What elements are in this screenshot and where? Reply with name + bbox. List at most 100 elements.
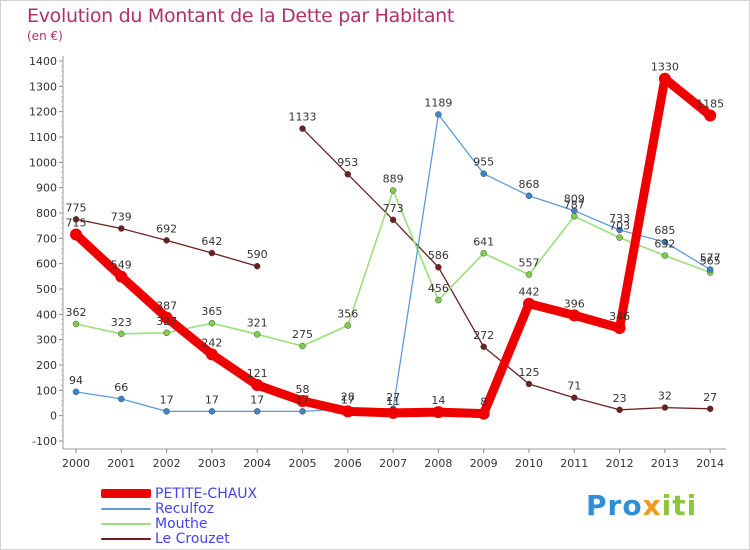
data-point-le-crouzet — [661, 404, 669, 411]
x-tick-label: 2009 — [470, 457, 498, 470]
data-point-le-crouzet — [253, 262, 261, 270]
value-label-mouthe: 323 — [111, 316, 132, 329]
value-label-le-crouzet: 32 — [658, 390, 672, 403]
data-point-le-crouzet — [72, 216, 80, 223]
series-reculfoz — [72, 111, 714, 415]
value-label-petite-chaux: 346 — [609, 310, 630, 323]
y-tick-label: 200 — [36, 359, 57, 372]
chart-title: Evolution du Montant de la Dette par Hab… — [27, 5, 455, 27]
data-point-le-crouzet — [163, 237, 170, 244]
data-point-reculfoz — [525, 192, 533, 200]
y-tick-label: 0 — [50, 410, 57, 423]
data-point-petite-chaux — [704, 109, 717, 122]
data-point-petite-chaux — [296, 394, 309, 407]
value-label-le-crouzet: 739 — [111, 210, 132, 223]
data-point-le-crouzet — [525, 380, 533, 388]
value-label-petite-chaux: 121 — [247, 367, 268, 380]
data-point-mouthe — [208, 319, 216, 327]
legend-swatch-mouthe — [101, 522, 151, 525]
value-label-petite-chaux: 715 — [66, 217, 87, 230]
value-label-le-crouzet: 23 — [613, 392, 627, 405]
value-label-reculfoz: 868 — [519, 178, 540, 191]
data-point-petite-chaux — [658, 72, 671, 85]
value-label-le-crouzet: 642 — [201, 235, 222, 248]
data-point-mouthe — [118, 330, 125, 338]
value-label-petite-chaux: 242 — [201, 336, 222, 349]
value-label-petite-chaux: 396 — [564, 297, 585, 310]
value-label-reculfoz: 17 — [250, 393, 264, 406]
data-point-reculfoz — [253, 408, 261, 415]
data-point-le-crouzet — [480, 343, 487, 351]
data-point-le-crouzet — [118, 225, 125, 232]
data-point-le-crouzet — [389, 216, 397, 224]
x-tick-label: 2006 — [334, 457, 362, 470]
y-tick-label: 1300 — [29, 80, 57, 93]
value-label-mouthe: 321 — [247, 316, 268, 329]
x-tick-label: 2000 — [62, 457, 90, 470]
data-point-reculfoz — [72, 388, 80, 396]
y-tick-label: 1200 — [29, 106, 57, 119]
legend-swatch-le-crouzet — [101, 537, 151, 540]
data-point-petite-chaux — [523, 297, 535, 310]
legend-item-petite-chaux: PETITE-CHAUX — [101, 486, 257, 502]
value-label-le-crouzet: 590 — [247, 248, 268, 261]
x-tick-label: 2002 — [153, 457, 181, 470]
value-label-petite-chaux: 11 — [386, 395, 400, 408]
data-point-reculfoz — [571, 207, 578, 214]
value-label-le-crouzet: 775 — [66, 201, 87, 214]
value-labels-le-crouzet: 775 739 692 642 590 1133 953 773 586 272 125 71 23 32… — [66, 111, 718, 405]
x-tick-label: 2012 — [606, 457, 634, 470]
value-label-mouthe: 565 — [700, 255, 721, 268]
y-tick-label: 500 — [36, 283, 57, 296]
data-point-petite-chaux — [432, 406, 445, 419]
value-label-mouthe: 356 — [337, 307, 358, 320]
data-point-petite-chaux — [477, 407, 490, 420]
value-label-mouthe: 557 — [519, 257, 540, 270]
value-label-reculfoz: 17 — [296, 393, 310, 406]
x-tick-label: 2011 — [560, 457, 588, 470]
data-point-le-crouzet — [571, 394, 578, 401]
value-label-reculfoz: 17 — [205, 393, 219, 406]
legend-label-le-crouzet: Le Crouzet — [155, 530, 230, 547]
y-tick-label: 100 — [36, 384, 57, 397]
data-point-le-crouzet — [706, 405, 714, 413]
data-point-mouthe — [253, 331, 261, 338]
value-label-petite-chaux: 14 — [431, 394, 445, 407]
value-label-reculfoz: 685 — [654, 224, 675, 237]
y-tick-label: -100 — [32, 435, 57, 448]
value-label-le-crouzet: 1133 — [289, 111, 317, 124]
legend-item-mouthe: Mouthe — [101, 515, 208, 532]
legend-label-mouthe: Mouthe — [155, 515, 208, 532]
y-tick-label: 800 — [36, 207, 57, 220]
data-point-le-crouzet — [344, 170, 352, 178]
value-label-reculfoz: 955 — [473, 156, 494, 169]
data-point-mouthe — [571, 213, 578, 220]
data-point-mouthe — [344, 322, 352, 329]
data-point-petite-chaux — [205, 348, 218, 361]
data-point-reculfoz — [299, 408, 306, 415]
data-point-mouthe — [435, 296, 442, 304]
data-point-mouthe — [480, 250, 487, 257]
value-label-reculfoz: 1189 — [424, 96, 452, 109]
x-tick-label: 2005 — [289, 457, 317, 470]
value-label-le-crouzet: 125 — [519, 366, 540, 379]
data-point-reculfoz — [616, 226, 623, 234]
value-label-petite-chaux: 1330 — [651, 61, 679, 74]
value-label-petite-chaux: 1185 — [696, 97, 724, 110]
value-label-mouthe: 327 — [156, 315, 177, 328]
data-point-reculfoz — [706, 266, 714, 273]
data-point-le-crouzet — [435, 263, 442, 271]
y-tick-label: 400 — [36, 308, 57, 321]
series-petite-chaux — [70, 72, 717, 420]
data-point-petite-chaux — [70, 228, 82, 241]
data-point-mouthe — [661, 252, 669, 259]
value-label-le-crouzet: 272 — [473, 329, 494, 342]
y-tick-label: 900 — [36, 182, 57, 195]
y-tick-label: 1400 — [29, 55, 57, 68]
value-label-le-crouzet: 773 — [383, 202, 404, 215]
x-tick-label: 2001 — [107, 457, 135, 470]
series-le-crouzet — [72, 125, 714, 414]
data-point-reculfoz — [661, 238, 669, 246]
data-point-reculfoz — [480, 170, 487, 177]
